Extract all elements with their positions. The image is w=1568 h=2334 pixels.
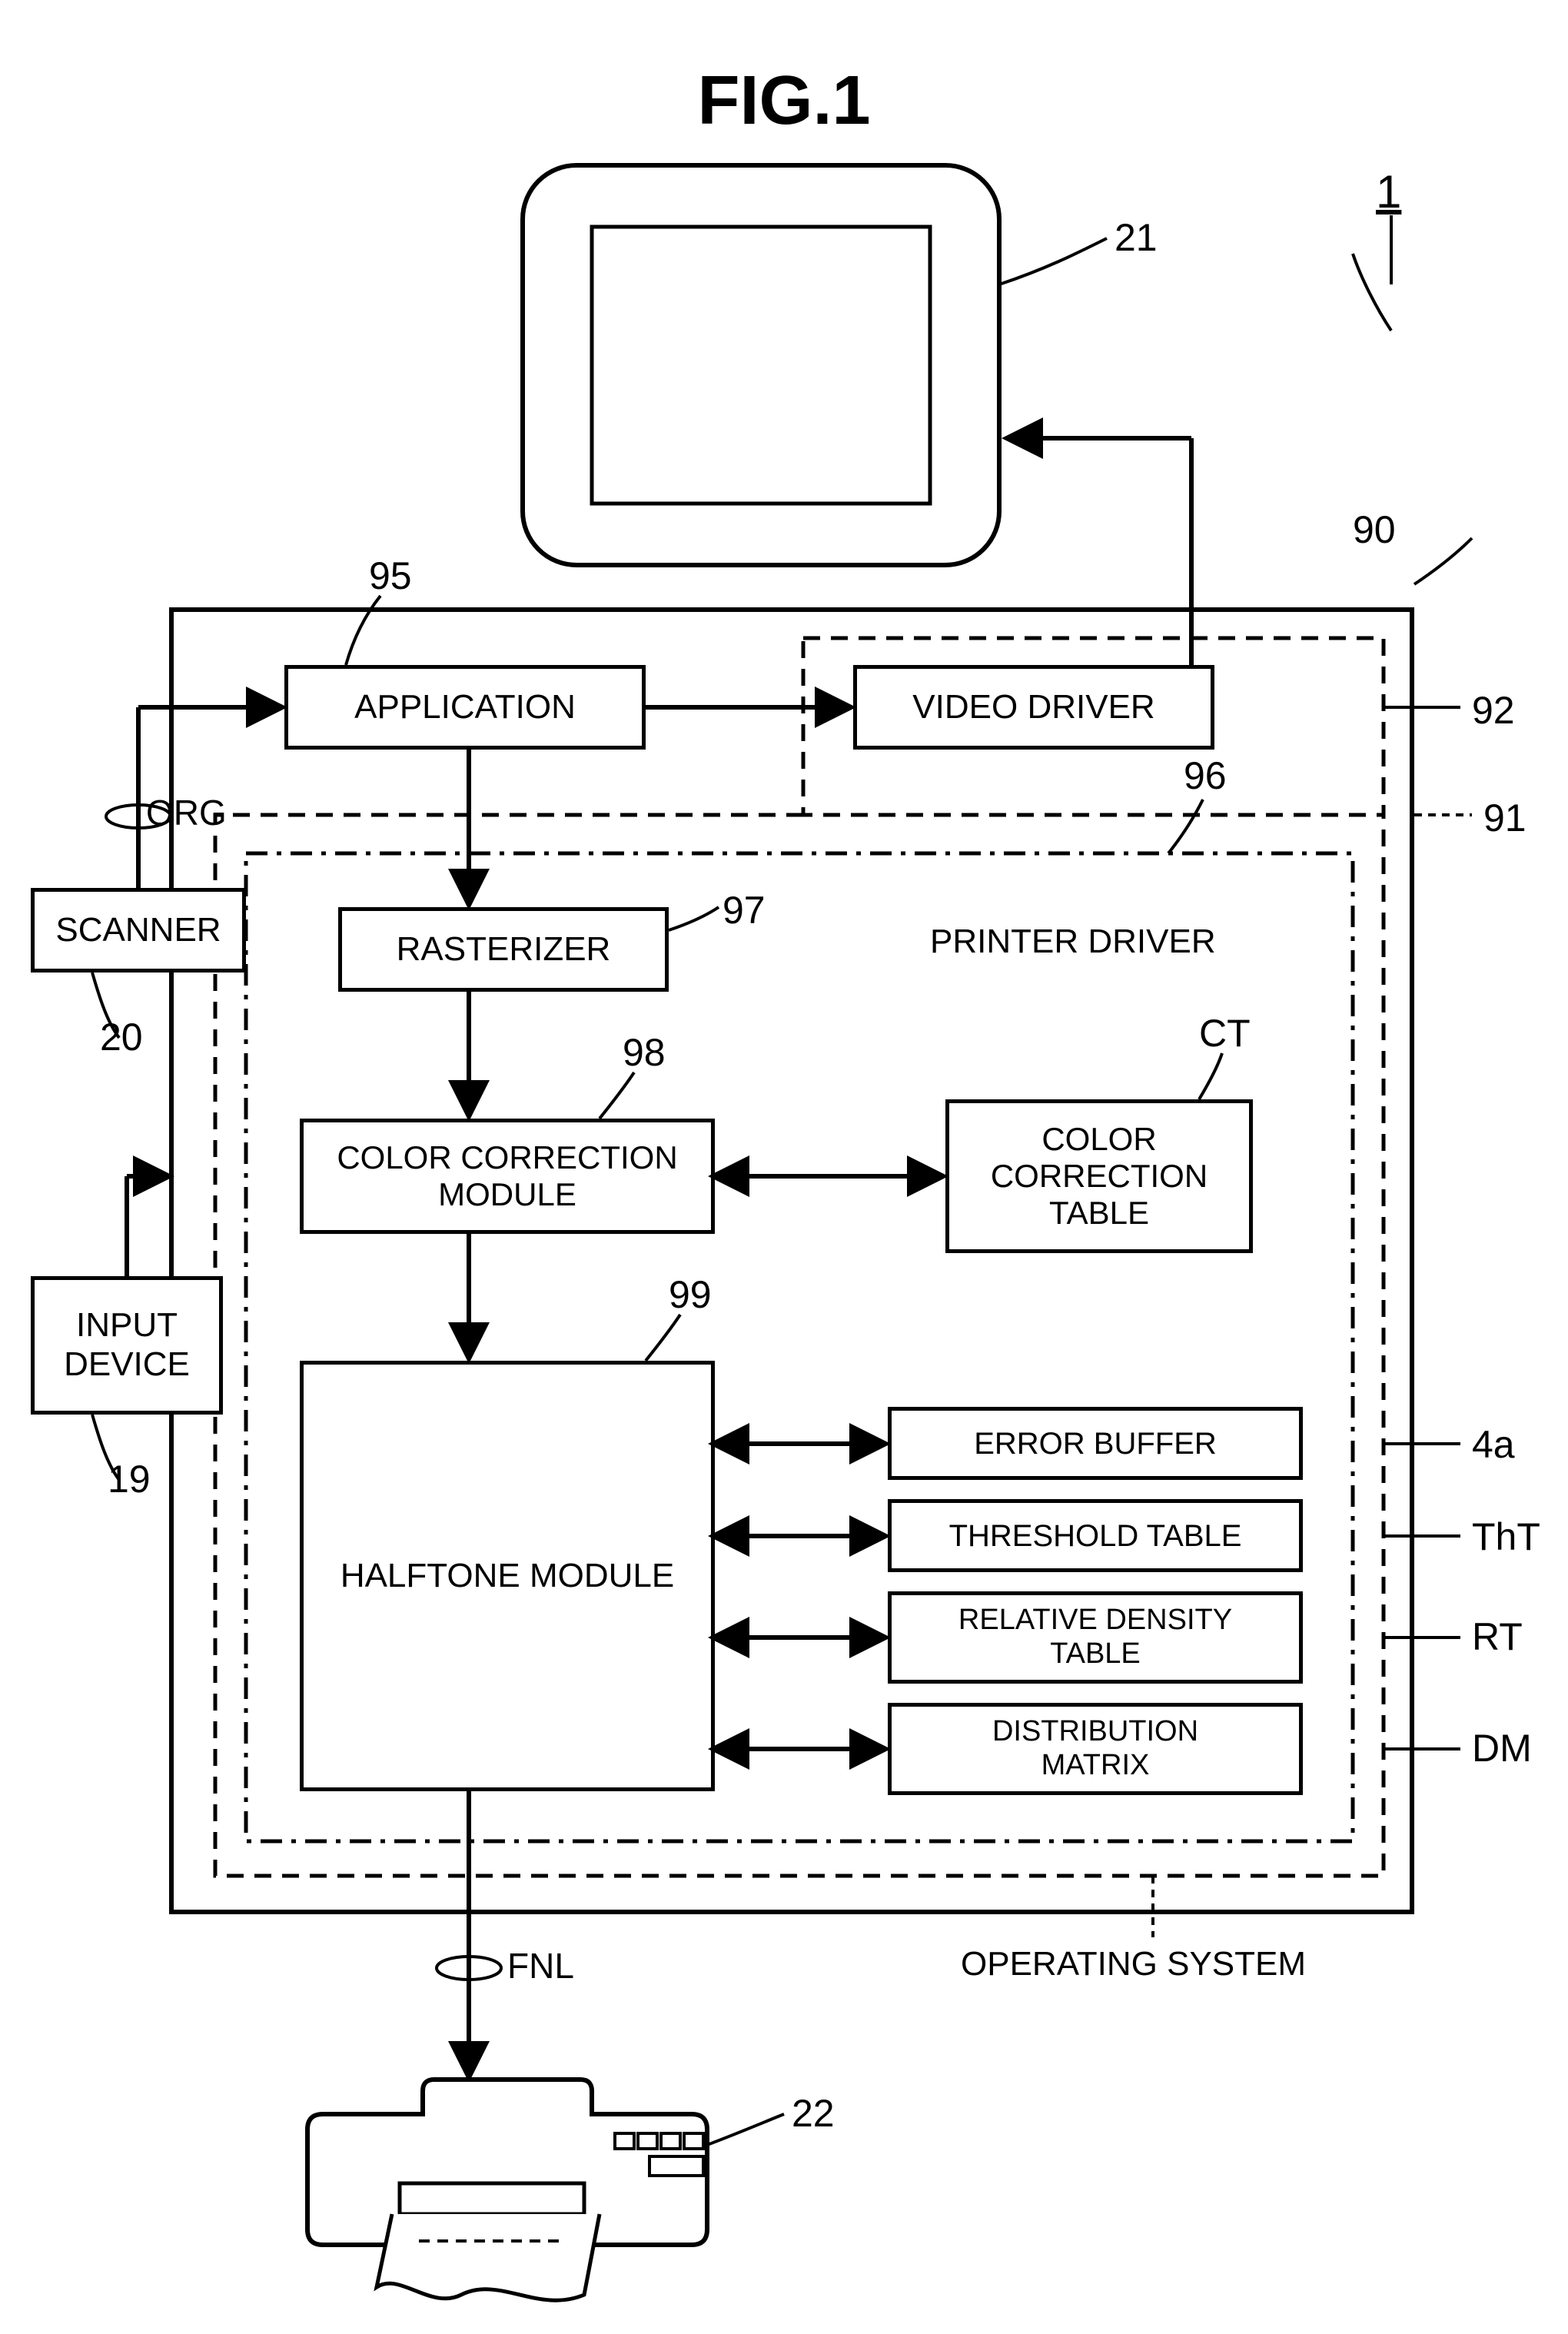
- ref-ccm: 98: [623, 1030, 666, 1075]
- dm-text: DISTRIBUTION MATRIX: [992, 1715, 1198, 1782]
- halftone-text: HALFTONE MODULE: [341, 1557, 674, 1596]
- ref-input-device: 19: [108, 1457, 151, 1501]
- ref-printer: 22: [792, 2091, 835, 2136]
- video-driver-block: VIDEO DRIVER: [853, 665, 1214, 750]
- ref-application: 95: [369, 554, 412, 598]
- org-label: ORG: [146, 792, 227, 833]
- input-device-text: INPUT DEVICE: [64, 1306, 190, 1384]
- ref-threshold-table: ThT: [1472, 1514, 1540, 1559]
- ref-error-buffer: 4a: [1472, 1422, 1515, 1467]
- cct-text: COLOR CORRECTION TABLE: [991, 1121, 1208, 1232]
- ccm-block: COLOR CORRECTION MODULE: [300, 1119, 715, 1234]
- ref-printer-driver: 96: [1184, 753, 1227, 798]
- ref-video-driver: 92: [1472, 688, 1515, 733]
- ccm-text: COLOR CORRECTION MODULE: [337, 1139, 677, 1214]
- ref-scanner: 20: [100, 1015, 143, 1059]
- figure-title: FIG.1: [0, 62, 1568, 141]
- ref-cct: CT: [1199, 1011, 1251, 1056]
- ref-computer: 90: [1353, 507, 1396, 552]
- video-driver-text: VIDEO DRIVER: [912, 688, 1154, 727]
- scanner-text: SCANNER: [55, 911, 221, 950]
- ref-os: 91: [1483, 796, 1526, 840]
- dm-block: DISTRIBUTION MATRIX: [888, 1703, 1303, 1795]
- rdt-text: RELATIVE DENSITY TABLE: [958, 1604, 1232, 1671]
- diagram-page: FIG.1 21 1 90 91 96 PRINTER DRIVER APPL: [0, 0, 1568, 2334]
- threshold-table-text: THRESHOLD TABLE: [949, 1518, 1242, 1554]
- halftone-block: HALFTONE MODULE: [300, 1361, 715, 1791]
- error-buffer-block: ERROR BUFFER: [888, 1407, 1303, 1480]
- application-text: APPLICATION: [354, 688, 576, 727]
- error-buffer-text: ERROR BUFFER: [974, 1426, 1217, 1461]
- application-block: APPLICATION: [284, 665, 646, 750]
- rasterizer-block: RASTERIZER: [338, 907, 669, 992]
- rasterizer-text: RASTERIZER: [397, 930, 611, 969]
- threshold-table-block: THRESHOLD TABLE: [888, 1499, 1303, 1572]
- ref-system: 1: [1376, 165, 1401, 218]
- ref-rdt: RT: [1472, 1614, 1523, 1659]
- rdt-block: RELATIVE DENSITY TABLE: [888, 1591, 1303, 1684]
- ref-rasterizer: 97: [723, 888, 766, 933]
- ref-dm: DM: [1472, 1726, 1532, 1770]
- cct-block: COLOR CORRECTION TABLE: [945, 1099, 1253, 1253]
- fnl-label: FNL: [507, 1945, 574, 1987]
- ref-monitor: 21: [1115, 215, 1158, 260]
- operating-system-label: OPERATING SYSTEM: [961, 1945, 1306, 1983]
- input-device-block: INPUT DEVICE: [31, 1276, 223, 1415]
- printer-driver-label: PRINTER DRIVER: [930, 923, 1216, 961]
- scanner-block: SCANNER: [31, 888, 246, 972]
- ref-halftone: 99: [669, 1272, 712, 1317]
